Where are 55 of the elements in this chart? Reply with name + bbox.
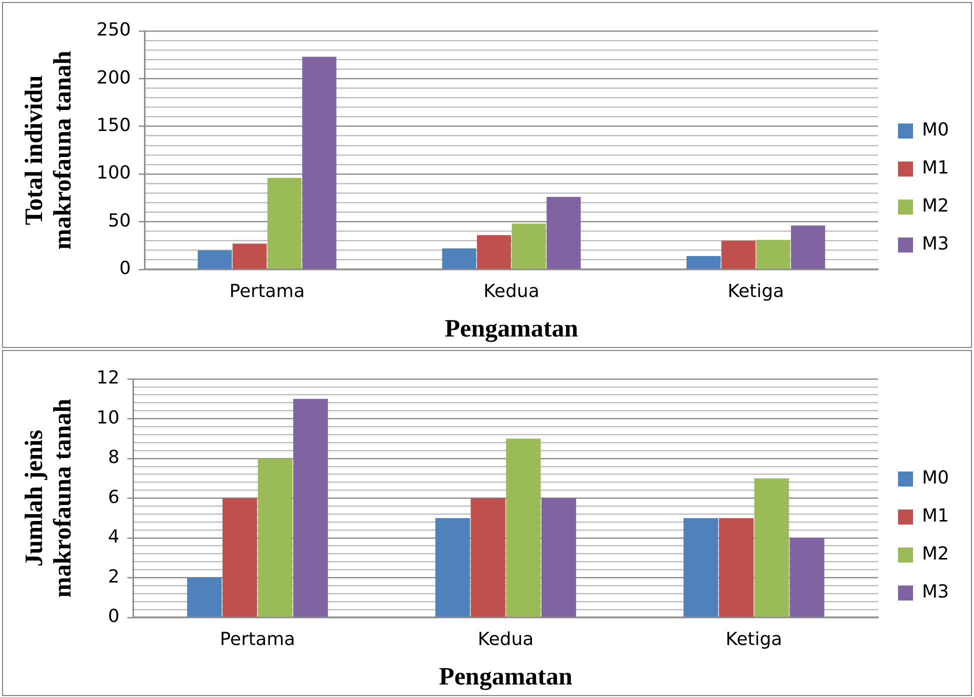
legend-label: M1 — [922, 158, 949, 179]
bar — [267, 178, 302, 269]
x-axis-title: Pengamatan — [444, 315, 578, 342]
y-tick-label: 50 — [108, 210, 131, 232]
x-tick-label: Pertama — [229, 280, 305, 302]
y-tick-label: 10 — [96, 407, 120, 428]
y-axis-title: Total individu makrofauna tanah — [20, 50, 77, 250]
x-tick-label: Ketiga — [726, 628, 782, 650]
bar — [470, 498, 506, 617]
bar — [686, 256, 721, 269]
bar — [187, 578, 222, 617]
y-tick-label: 0 — [108, 606, 120, 628]
bar — [258, 458, 293, 617]
bar — [435, 518, 470, 617]
bar — [442, 248, 476, 269]
legend-label: M3 — [922, 582, 949, 603]
y-tick-label: 2 — [108, 566, 120, 588]
bar — [232, 244, 267, 269]
bar — [546, 196, 581, 269]
y-tick-label: 8 — [108, 447, 120, 468]
bar — [754, 478, 789, 617]
bar — [512, 224, 546, 269]
legend-label: M0 — [922, 468, 949, 489]
x-axis-title: Pengamatan — [439, 663, 572, 690]
bar — [718, 518, 754, 617]
bar — [476, 235, 512, 269]
y-tick-label: 150 — [96, 115, 131, 136]
legend-label: M1 — [922, 506, 949, 527]
bar — [293, 398, 328, 617]
bar — [506, 438, 541, 617]
y-axis-title: Jumlah jenis makrofauna tanah — [20, 398, 77, 598]
y-tick-label: 100 — [96, 162, 131, 184]
bar — [198, 250, 232, 269]
legend-label: M3 — [922, 234, 949, 255]
bar — [541, 498, 576, 617]
x-tick-label: Kedua — [484, 280, 540, 302]
bar — [302, 56, 336, 269]
y-tick-label: 200 — [96, 67, 131, 88]
y-tick-label: 250 — [96, 20, 131, 41]
legend-label: M2 — [922, 196, 949, 217]
bar — [790, 538, 824, 617]
x-tick-label: Ketiga — [728, 280, 784, 302]
legend-label: M2 — [922, 544, 949, 565]
x-tick-label: Kedua — [478, 628, 534, 650]
y-tick-label: 6 — [108, 486, 120, 508]
y-tick-label: 0 — [119, 258, 131, 280]
y-tick-label: 12 — [96, 368, 120, 389]
y-tick-label: 4 — [108, 526, 120, 548]
bar — [721, 240, 756, 269]
bar — [791, 226, 826, 269]
bar — [684, 518, 718, 617]
legend-label: M0 — [922, 120, 949, 141]
bar — [222, 498, 258, 617]
x-tick-label: Pertama — [220, 628, 296, 650]
bar — [756, 240, 790, 269]
